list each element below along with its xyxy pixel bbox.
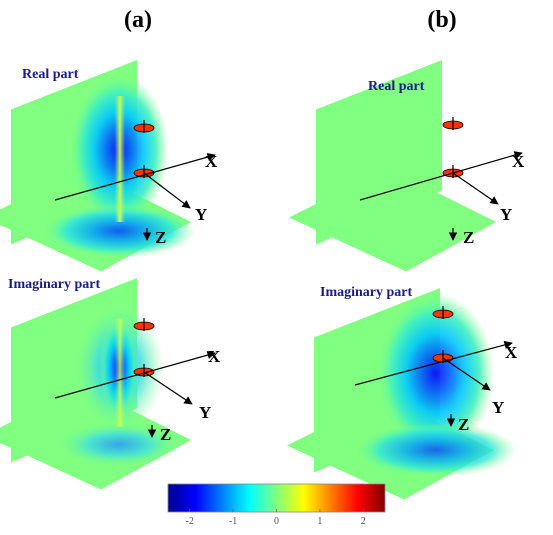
x-label-b-imag: X	[505, 343, 518, 362]
colorbar-tick-label: -2	[186, 516, 194, 527]
y-label-b-imag: Y	[492, 398, 504, 417]
dipole-b-real-upper	[442, 116, 464, 131]
label-a-imag: Imaginary part	[8, 277, 101, 292]
y-axis-b-imag	[442, 357, 491, 391]
colorbar-tick-label: 1	[317, 516, 322, 527]
z-label-a-real: Z	[155, 228, 166, 247]
colorbar	[167, 483, 386, 513]
label-b-real: Real part	[368, 79, 425, 94]
colorbar-ticks: -2 -1 0 1 2	[186, 509, 366, 527]
colorbar-tick-label: 2	[361, 516, 366, 527]
column-title-a: (a)	[124, 7, 152, 33]
panel-a-real	[0, 60, 196, 272]
x-label-a-real: X	[205, 152, 218, 171]
z-label-a-imag: Z	[160, 425, 171, 444]
x-axis-a-real	[54, 153, 216, 201]
y-axis-a-imag	[143, 371, 193, 405]
label-a-real: Real part	[22, 67, 79, 82]
x-axis-a-imag	[54, 351, 216, 399]
y-label-a-imag: Y	[199, 403, 211, 422]
x-label-a-imag: X	[208, 347, 221, 366]
x-axis-b-imag	[354, 340, 513, 386]
z-label-b-imag: Z	[458, 415, 469, 434]
y-axis-a-real	[143, 172, 191, 209]
y-label-b-real: Y	[500, 205, 512, 224]
x-label-b-real: X	[512, 152, 525, 171]
panel-b-imag	[287, 288, 517, 500]
label-b-imag: Imaginary part	[320, 285, 413, 300]
x-axis-b-real	[359, 151, 523, 201]
z-label-b-real: Z	[463, 228, 474, 247]
y-axis-b-real	[452, 172, 499, 205]
y-label-a-real: Y	[195, 205, 207, 224]
column-title-b: (b)	[427, 7, 456, 33]
colorbar-tick-label: -1	[229, 516, 237, 527]
colorbar-tick-label: 0	[274, 516, 279, 527]
